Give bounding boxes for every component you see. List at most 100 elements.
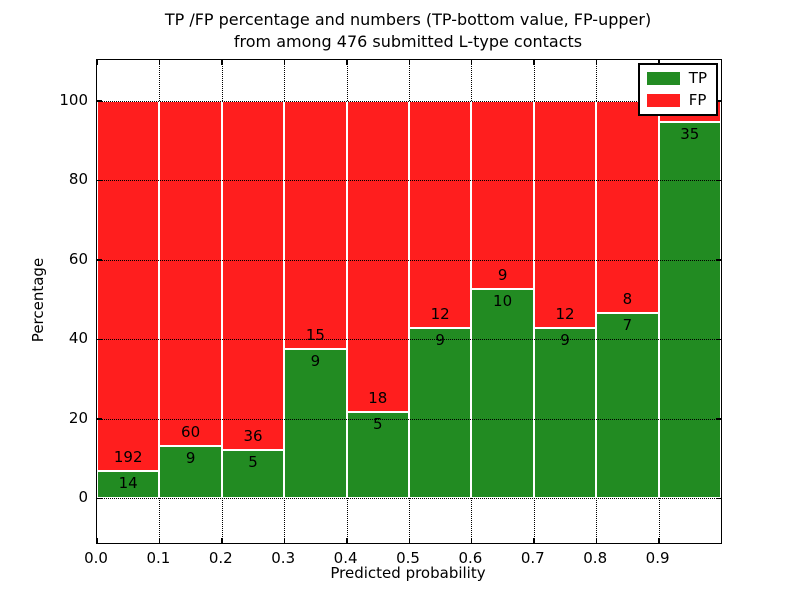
bar-segment-tp	[346, 411, 409, 499]
x-axis-label: Predicted probability	[330, 564, 486, 582]
bar-segment-tp	[533, 327, 597, 499]
y-tick-label: 20	[68, 408, 88, 427]
x-tick-mark-top	[595, 60, 598, 65]
fp-count-label: 60	[181, 423, 201, 442]
y-tick-mark-right	[716, 497, 721, 500]
x-tick-mark	[720, 538, 722, 543]
fp-count-label: 9	[497, 266, 508, 285]
x-tick-mark	[283, 538, 286, 543]
x-tick-mark-top	[720, 60, 722, 65]
y-tick-mark	[97, 179, 102, 182]
x-tick-label: 0.2	[208, 549, 233, 567]
y-tick-label: 0	[78, 488, 88, 507]
bar-segment-fp	[159, 100, 222, 447]
plot-area: 192 14 60 9 36 5 15 9 18 5 12 9 9 10 12 9 8 7 35 TP FP	[96, 59, 722, 544]
x-tick-mark-top	[96, 60, 98, 65]
tp-count-label: 5	[248, 452, 258, 471]
x-tick-mark-top	[533, 60, 535, 65]
fp-count-label: 8	[622, 289, 633, 308]
horizontal-gridline	[97, 498, 721, 500]
x-tick-mark	[595, 538, 598, 543]
x-tick-mark-top	[470, 60, 473, 65]
legend-label-fp: FP	[688, 91, 707, 109]
x-tick-mark-top	[283, 60, 286, 65]
tp-count-label: 9	[560, 330, 570, 349]
tp-count-label: 7	[622, 315, 633, 334]
tp-count-label: 9	[435, 330, 445, 349]
legend-label-tp: TP	[688, 69, 707, 87]
x-tick-label: 0.7	[520, 549, 545, 567]
tp-count-label: 14	[118, 474, 138, 493]
chart-title-line1: TP /FP percentage and numbers (TP-bottom…	[164, 10, 652, 29]
bar-segment-fp	[346, 100, 409, 412]
x-tick-mark-top	[658, 60, 660, 65]
y-tick-mark-right	[716, 179, 721, 182]
fp-count-label: 18	[368, 388, 388, 407]
bar-segment-tp	[97, 471, 160, 499]
fp-count-label: 15	[305, 326, 325, 345]
horizontal-gridline	[97, 339, 721, 341]
bar-segment-tp	[658, 122, 721, 499]
x-tick-mark	[221, 538, 223, 543]
x-tick-label: 0.1	[146, 549, 171, 567]
x-tick-label: 0.9	[645, 549, 670, 567]
x-tick-mark	[658, 538, 660, 543]
bar-segment-fp	[409, 100, 472, 328]
x-tick-mark	[533, 538, 535, 543]
x-tick-mark	[408, 538, 410, 543]
y-tick-mark-right	[716, 100, 721, 102]
x-tick-label: 0.0	[84, 549, 108, 567]
tp-count-label: 9	[310, 352, 321, 371]
bar-segment-tp	[471, 289, 534, 499]
y-tick-mark	[97, 259, 102, 261]
bar-segment-tp	[284, 349, 347, 499]
horizontal-gridline	[97, 180, 721, 182]
bar-segment-fp	[471, 100, 534, 290]
x-tick-mark	[158, 538, 161, 543]
x-tick-label: 0.4	[333, 549, 358, 567]
x-tick-mark-top	[346, 60, 348, 65]
bar-segment-fp	[97, 100, 160, 472]
bar-segment-tp	[409, 327, 472, 499]
x-tick-label: 0.6	[458, 549, 483, 567]
y-tick-mark	[97, 338, 102, 341]
bar-segment-tp	[596, 312, 659, 499]
y-tick-label: 60	[68, 249, 88, 268]
x-tick-label: 0.3	[271, 549, 296, 567]
x-tick-label: 0.5	[396, 549, 420, 567]
y-tick-mark-right	[716, 418, 721, 420]
x-tick-mark-top	[221, 60, 223, 65]
fp-count-label: 36	[243, 426, 263, 445]
y-tick-label: 40	[68, 329, 88, 348]
y-tick-mark	[97, 418, 102, 420]
x-tick-label: 0.8	[583, 549, 608, 567]
fp-count-label: 12	[430, 304, 450, 323]
y-tick-mark-right	[716, 259, 721, 261]
fp-count-label: 192	[113, 448, 143, 467]
y-tick-mark-right	[716, 338, 721, 341]
y-tick-mark	[97, 497, 102, 500]
legend: TP FP	[637, 63, 718, 116]
bar-segment-fp	[533, 100, 597, 328]
bar-segment-fp	[221, 100, 285, 450]
y-tick-label: 100	[59, 90, 88, 109]
legend-item-fp: FP	[646, 91, 707, 109]
chart-title-line2: from among 476 submitted L-type contacts	[233, 32, 583, 51]
bar-segment-fp	[596, 100, 659, 313]
tp-count-label: 9	[185, 449, 196, 468]
y-tick-mark	[97, 100, 102, 102]
tp-count-label: 10	[493, 292, 513, 311]
bar-segment-fp	[284, 100, 347, 350]
horizontal-gridline	[97, 418, 721, 420]
x-tick-mark-top	[158, 60, 161, 65]
fp-swatch-icon	[646, 94, 680, 107]
tp-count-label: 5	[373, 414, 383, 433]
x-tick-mark	[346, 538, 348, 543]
horizontal-gridline	[97, 259, 721, 261]
legend-item-tp: TP	[646, 69, 707, 87]
fp-count-label: 12	[555, 304, 575, 323]
tp-swatch-icon	[646, 72, 680, 85]
x-tick-mark	[470, 538, 473, 543]
bar-segment-tp	[159, 446, 222, 499]
